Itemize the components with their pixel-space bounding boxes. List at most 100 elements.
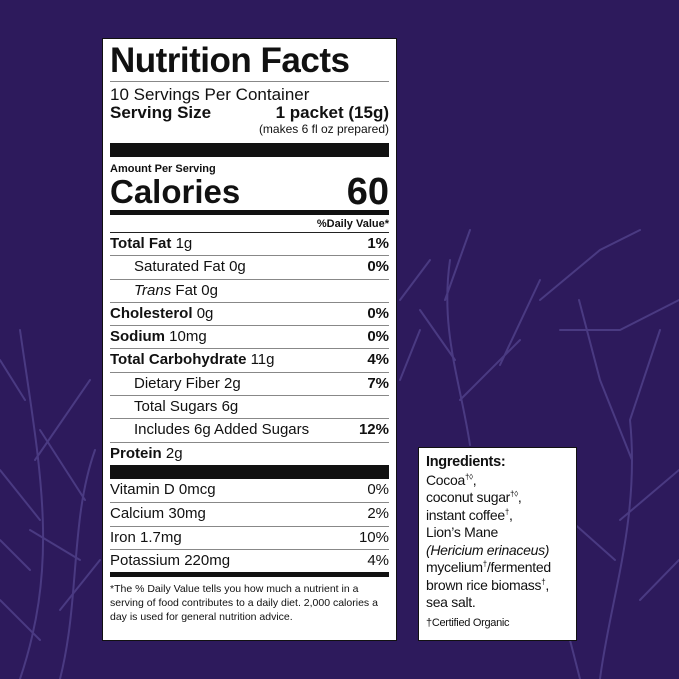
serving-size-label: Serving Size xyxy=(110,103,212,122)
ingredient-mark: † xyxy=(482,559,487,569)
nutrient-daily-value: 0% xyxy=(367,304,389,322)
ingredients-box: Ingredients: Cocoa†◊, coconut sugar†◊, ins… xyxy=(418,447,577,641)
vitamin-amount: 30mg xyxy=(168,505,206,523)
nutrient-name: Includes 6g Added Sugars xyxy=(134,421,310,439)
vitamin-row: Calcium 30mg 2% xyxy=(110,502,389,525)
nutrient-name: Total Sugars xyxy=(134,398,218,416)
ingredient-item: brown rice biomass†, xyxy=(426,577,569,595)
ingredient-name: Lion’s Mane xyxy=(426,524,498,540)
certified-organic-note: †Certified Organic xyxy=(426,616,510,629)
ingredient-item: mycelium†/fermented xyxy=(426,559,569,577)
nutrient-row: Cholesterol 0g 0% xyxy=(110,301,389,325)
thick-divider xyxy=(110,143,389,157)
nutrition-facts-label: Nutrition Facts 10 Servings Per Containe… xyxy=(102,38,397,641)
nutrient-amount: 6g xyxy=(221,398,239,416)
vitamin-name-group: Vitamin D 0mcg xyxy=(110,479,216,502)
nutrient-name-group: Total Sugars 6g xyxy=(134,396,238,418)
ingredient-mark: † xyxy=(504,506,509,516)
nutrient-amount: 2g xyxy=(165,444,183,462)
vitamin-amount: 0mcg xyxy=(178,480,216,498)
label-title: Nutrition Facts xyxy=(110,41,350,80)
ingredient-separator: , xyxy=(517,489,522,505)
nutrient-amount: 0g xyxy=(201,281,218,299)
ingredient-item: sea salt. xyxy=(426,594,569,612)
ingredient-name: coconut sugar xyxy=(426,489,511,505)
nutrient-name-group: Total Fat 1g xyxy=(110,233,192,255)
nutrient-name-group: Dietary Fiber 2g xyxy=(134,373,241,395)
vitamin-name-group: Iron 1.7mg xyxy=(110,527,182,549)
nutrient-amount: 2g xyxy=(224,374,241,392)
nutrient-name-group: Protein 2g xyxy=(110,443,183,465)
vitamin-daily-value: 4% xyxy=(367,551,389,569)
nutrient-name-group: Includes 6g Added Sugars xyxy=(134,419,309,441)
ingredient-name: instant coffee xyxy=(426,506,505,523)
divider xyxy=(110,81,389,82)
nutrient-row: Includes 6g Added Sugars 12% xyxy=(110,418,389,441)
nutrient-name: Saturated Fat xyxy=(134,258,225,276)
nutrient-amount: 10mg xyxy=(169,328,207,346)
vitamin-name: Calcium xyxy=(110,505,165,523)
ingredient-item: Cocoa†◊, xyxy=(426,472,569,490)
nutrient-amount: 0g xyxy=(196,304,214,322)
calories-row: Calories 60 xyxy=(110,171,389,213)
calories-value: 60 xyxy=(346,171,389,213)
prepared-note: (makes 6 fl oz prepared) xyxy=(258,122,389,136)
thick-divider xyxy=(110,464,389,479)
vitamin-daily-value: 0% xyxy=(367,480,389,498)
ingredient-mark: †◊ xyxy=(510,489,518,499)
ingredient-name: (Hericium erinaceus) xyxy=(426,541,550,558)
nutrient-row: Total Fat 1g 1% xyxy=(110,232,389,255)
nutrient-amount: 1g xyxy=(175,235,193,252)
ingredient-name: mycelium xyxy=(426,559,483,575)
daily-value-header: %Daily Value* xyxy=(316,218,389,230)
nutrient-row: Protein 2g xyxy=(110,441,389,465)
nutrient-name-suffix: Fat xyxy=(175,281,198,299)
nutrient-name: Cholesterol xyxy=(110,304,193,322)
ingredient-separator: , xyxy=(545,576,549,593)
nutrient-name-group: Total Carbohydrate 11g xyxy=(110,349,275,371)
vitamin-list: Vitamin D 0mcg 0% Calcium 30mg 2% Iron 1.7mg… xyxy=(110,479,389,572)
vitamin-row: Potassium 220mg 4% xyxy=(110,548,389,572)
nutrient-daily-value: 0% xyxy=(367,328,389,346)
ingredient-separator: , xyxy=(508,506,513,523)
nutrient-row: Dietary Fiber 2g 7% xyxy=(110,371,389,395)
nutrient-row: Trans Fat 0g xyxy=(110,278,389,302)
serving-size-value: 1 packet (15g) xyxy=(275,103,389,122)
ingredient-item: coconut sugar†◊, xyxy=(426,489,569,507)
nutrient-row: Sodium 10mg 0% xyxy=(110,325,389,348)
vitamin-amount: 220mg xyxy=(184,551,231,569)
ingredients-list: Cocoa†◊, coconut sugar†◊, instant coffee†,… xyxy=(426,472,569,612)
vitamin-name: Vitamin D xyxy=(110,480,175,498)
nutrient-daily-value: 7% xyxy=(367,374,389,392)
nutrient-list: Total Fat 1g 1% Saturated Fat 0g 0% Trans Fa… xyxy=(110,232,389,465)
ingredient-separator: /fermented xyxy=(486,559,551,575)
vitamin-daily-value: 10% xyxy=(358,528,389,546)
nutrient-name-group: Trans Fat 0g xyxy=(134,280,218,302)
nutrient-row: Total Sugars 6g xyxy=(110,395,389,418)
ingredient-item: (Hericium erinaceus) xyxy=(426,542,569,560)
nutrient-name: Dietary Fiber xyxy=(134,374,220,392)
nutrient-name: Trans xyxy=(134,281,172,299)
vitamin-row: Vitamin D 0mcg 0% xyxy=(110,479,389,502)
vitamin-name-group: Calcium 30mg xyxy=(110,503,206,525)
nutrient-row: Total Carbohydrate 11g 4% xyxy=(110,348,389,371)
ingredient-mark: †◊ xyxy=(464,471,473,481)
nutrient-amount: 0g xyxy=(229,258,246,276)
nutrient-daily-value: 0% xyxy=(367,258,389,276)
nutrient-name: Total Fat xyxy=(110,235,172,252)
nutrient-daily-value: 1% xyxy=(367,235,389,252)
calories-label: Calories xyxy=(110,173,241,210)
vitamin-name-group: Potassium 220mg xyxy=(110,550,230,572)
footnote: *The % Daily Value tells you how much a … xyxy=(110,583,378,624)
vitamin-amount: 1.7mg xyxy=(140,528,182,546)
nutrient-name-group: Saturated Fat 0g xyxy=(134,256,246,278)
nutrient-name: Sodium xyxy=(110,328,165,346)
nutrient-daily-value: 4% xyxy=(367,351,389,369)
ingredient-name: Cocoa xyxy=(426,471,465,488)
nutrient-daily-value: 12% xyxy=(358,421,389,439)
ingredients-heading: Ingredients: xyxy=(426,454,506,470)
ingredient-name: brown rice biomass xyxy=(426,576,542,593)
nutrient-name: Protein xyxy=(110,444,162,462)
nutrient-amount: 11g xyxy=(250,351,275,369)
